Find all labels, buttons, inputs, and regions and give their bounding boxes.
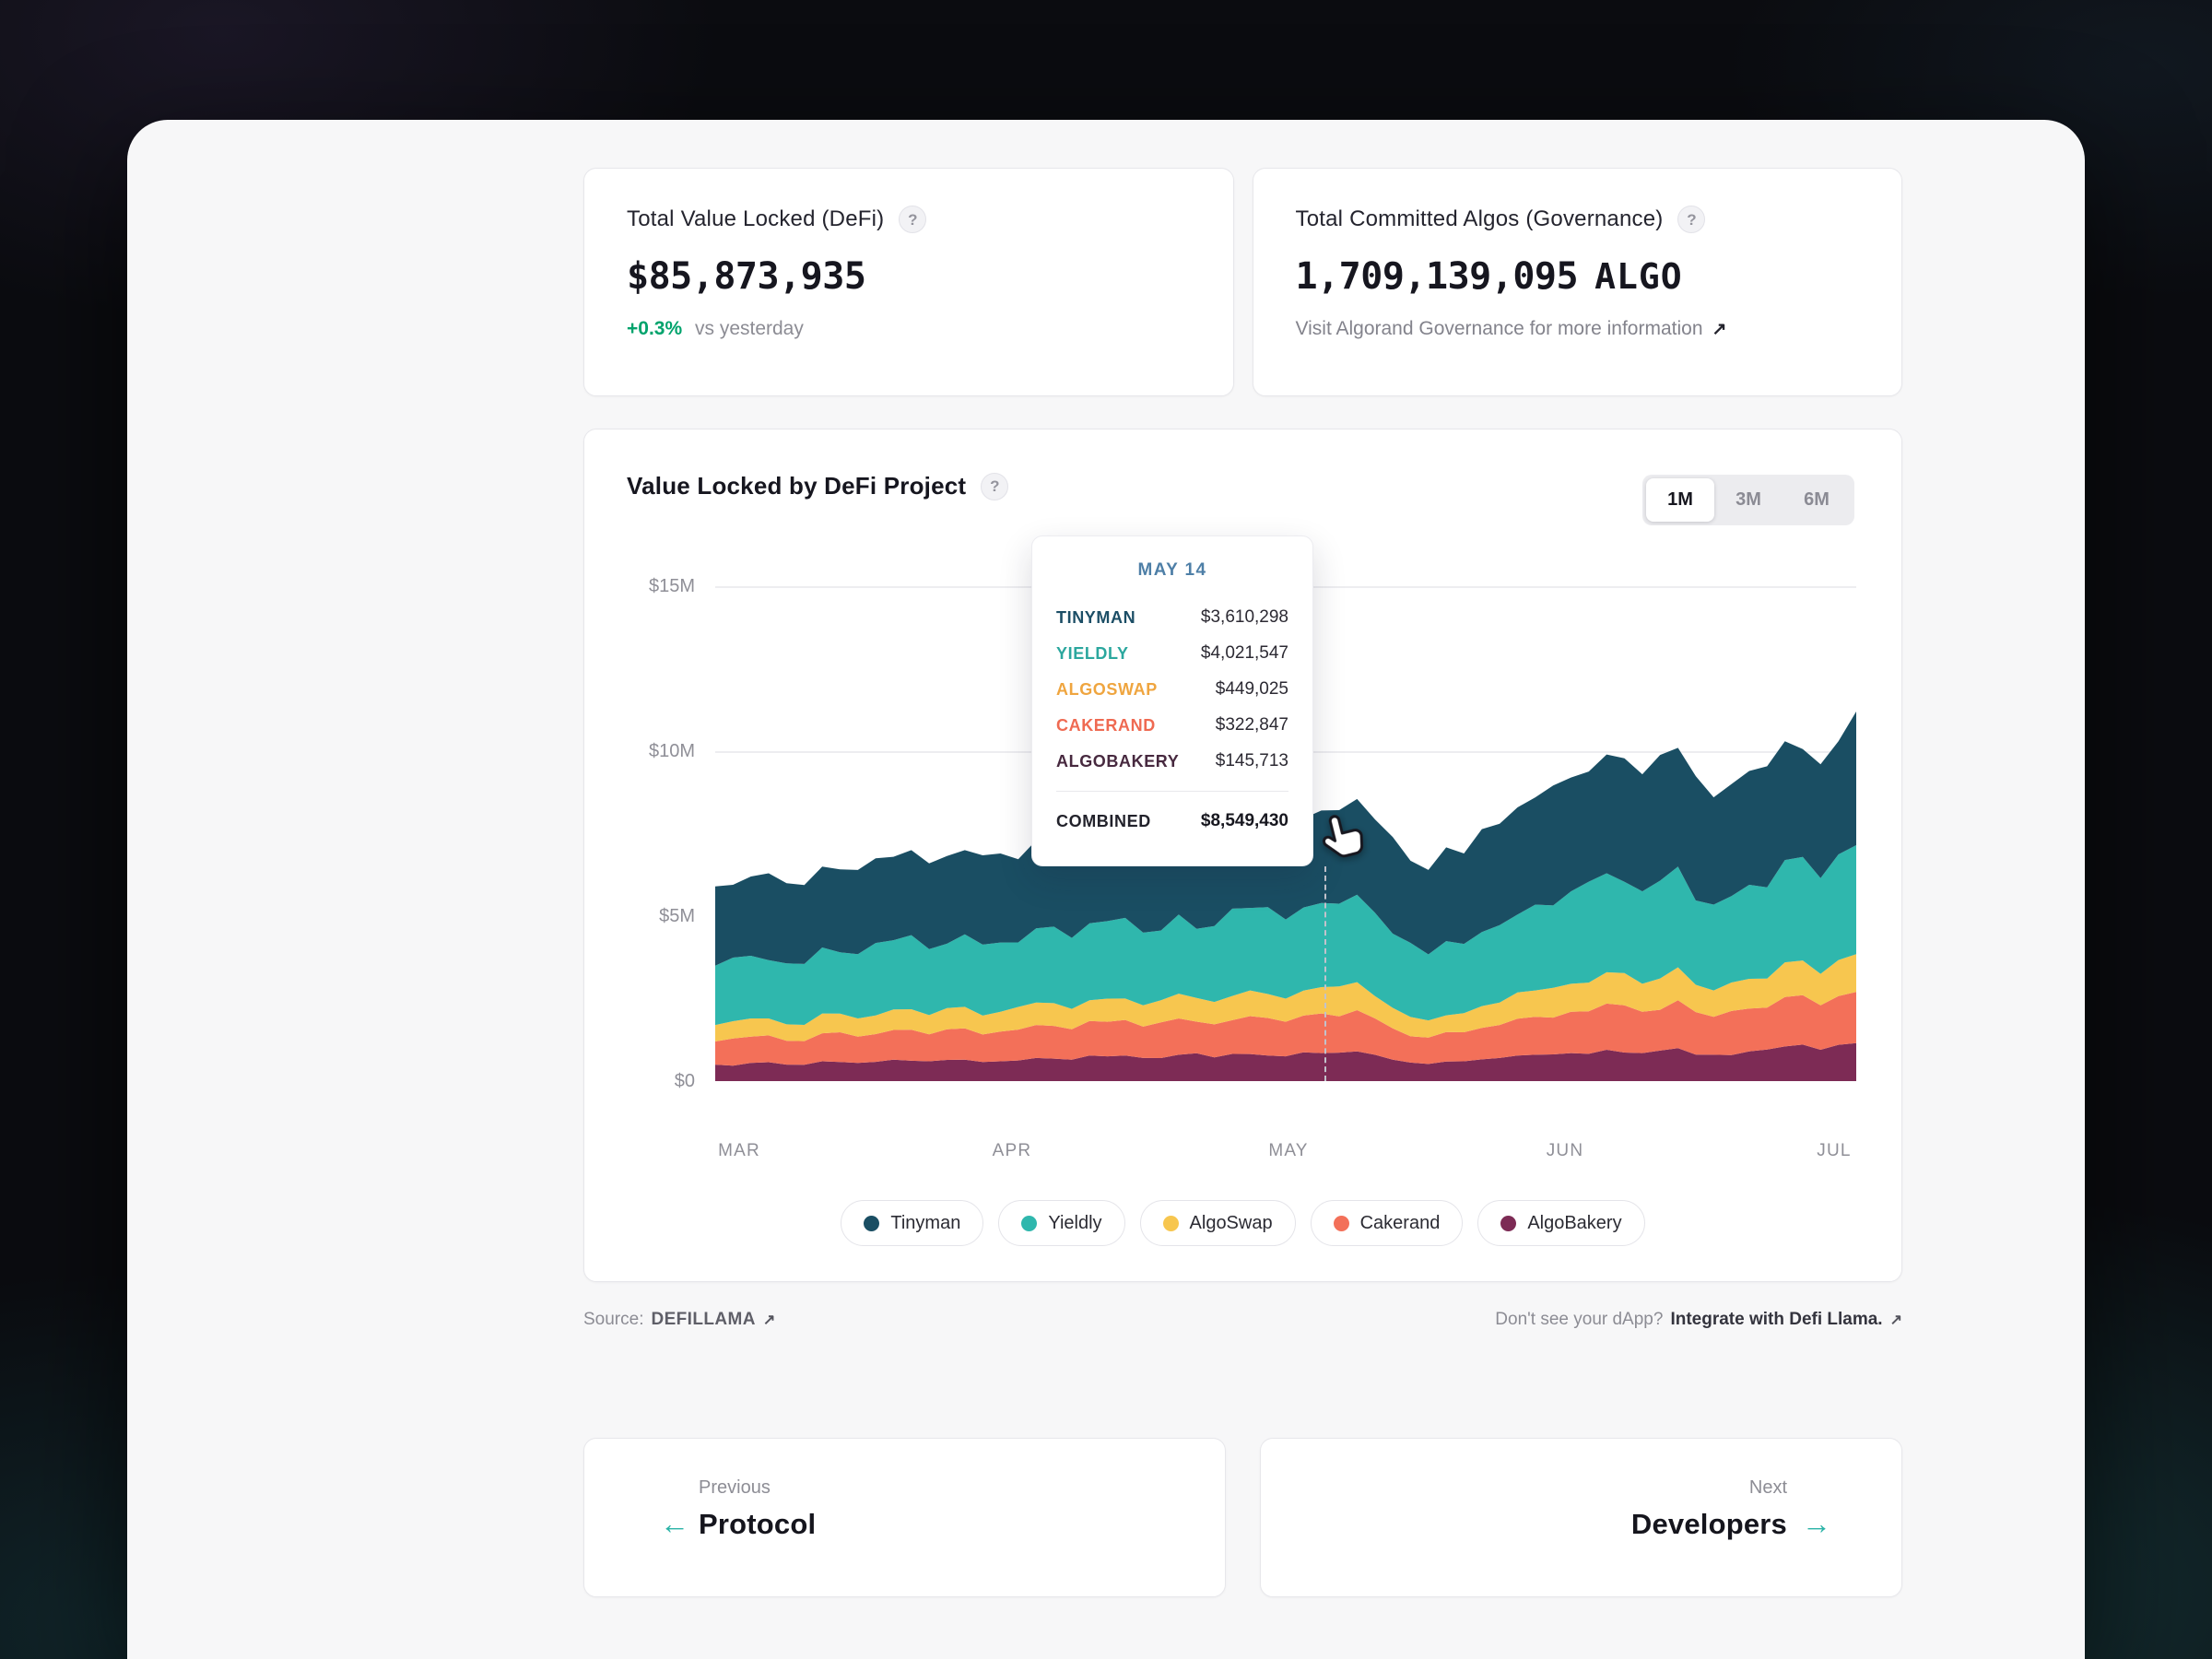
- hover-dashed-line: [1324, 866, 1326, 1081]
- cursor-pointer-icon: [1322, 815, 1364, 858]
- legend-label: AlgoSwap: [1189, 1212, 1273, 1233]
- stats-row: Total Value Locked (DeFi) ? $85,873,935 …: [583, 168, 1902, 396]
- chart-card: Value Locked by DeFi Project ? 1M 3M 6M …: [583, 429, 1902, 1282]
- left-arrow-icon: ←: [660, 1506, 689, 1540]
- tooltip-series-value: $322,847: [1215, 715, 1288, 735]
- source-label: Source:: [583, 1310, 644, 1329]
- tooltip-divider: [1056, 791, 1288, 792]
- source-row: Source: DEFILLAMA ↗ Don't see your dApp?…: [583, 1308, 1902, 1332]
- tooltip-rows: TINYMAN $3,610,298 YIELDLY $4,021,547 ALGOSW…: [1056, 606, 1288, 772]
- chart-title: Value Locked by DeFi Project: [627, 472, 967, 500]
- range-3m-button[interactable]: 3M: [1714, 478, 1783, 522]
- previous-page-title: Protocol: [699, 1508, 817, 1540]
- tooltip-series-value: $3,610,298: [1200, 607, 1288, 627]
- chart-tooltip: MAY 14 TINYMAN $3,610,298 YIELDLY $4,021,54…: [1031, 535, 1313, 866]
- x-axis-tick: JUL: [1817, 1141, 1852, 1160]
- y-axis-tick: $5M: [659, 906, 695, 926]
- next-page-title: Developers: [1630, 1508, 1787, 1540]
- tvl-title: Total Value Locked (DeFi): [627, 206, 885, 231]
- right-arrow-icon: →: [1802, 1506, 1831, 1540]
- x-axis: MAR APR MAY JUN JUL: [715, 1141, 1856, 1165]
- tvl-change-suffix: vs yesterday: [694, 318, 804, 339]
- area-yieldly[interactable]: [715, 845, 1856, 1026]
- tooltip-series-name: ALGOBAKERY: [1056, 752, 1180, 771]
- tooltip-series-value: $4,021,547: [1200, 643, 1288, 663]
- area-algobakery[interactable]: [715, 1042, 1856, 1081]
- range-6m-button[interactable]: 6M: [1783, 478, 1851, 522]
- tooltip-row: ALGOBAKERY $145,713: [1056, 750, 1288, 772]
- range-toggle: 1M 3M 6M: [1642, 475, 1854, 525]
- tooltip-series-name: YIELDLY: [1056, 644, 1129, 663]
- y-axis-tick: $15M: [648, 576, 695, 596]
- chart-header: Value Locked by DeFi Project ?: [627, 472, 1009, 500]
- x-axis-tick: MAY: [1268, 1141, 1309, 1160]
- tvl-value: $85,873,935: [627, 255, 866, 298]
- next-label: Next: [1748, 1477, 1787, 1498]
- external-link-arrow-icon[interactable]: ↗: [1712, 319, 1727, 339]
- tooltip-row: YIELDLY $4,021,547: [1056, 642, 1288, 665]
- legend-item-algoswap[interactable]: AlgoSwap: [1139, 1200, 1296, 1246]
- legend-label: Tinyman: [890, 1212, 961, 1233]
- source-link[interactable]: DEFILLAMA: [651, 1310, 756, 1329]
- y-axis-tick: $0: [674, 1071, 695, 1091]
- legend-item-cakerand[interactable]: Cakerand: [1310, 1200, 1464, 1246]
- range-1m-button[interactable]: 1M: [1646, 478, 1714, 522]
- tvl-change-badge: +0.3%: [627, 318, 683, 339]
- page-nav-row: Previous ← Protocol Next Developers →: [583, 1438, 1902, 1597]
- legend-label: AlgoBakery: [1527, 1212, 1622, 1233]
- tooltip-series-value: $449,025: [1215, 679, 1288, 699]
- external-link-arrow-icon[interactable]: ↗: [762, 1312, 776, 1328]
- previous-label: Previous: [699, 1477, 771, 1498]
- tooltip-row: ALGOSWAP $449,025: [1056, 678, 1288, 700]
- chart-legend: Tinyman Yieldly AlgoSwap Cakerand AlgoBakery: [584, 1200, 1901, 1246]
- legend-color-dot: [864, 1215, 880, 1231]
- tooltip-row: CAKERAND $322,847: [1056, 714, 1288, 736]
- help-icon[interactable]: ?: [899, 206, 927, 233]
- tooltip-series-name: ALGOSWAP: [1056, 680, 1158, 699]
- next-page-card[interactable]: Next Developers →: [1260, 1438, 1902, 1597]
- tooltip-series-name: TINYMAN: [1056, 608, 1136, 627]
- x-axis-tick: JUN: [1546, 1141, 1584, 1160]
- legend-color-dot: [1500, 1215, 1517, 1231]
- governance-unit: ALGO: [1594, 256, 1683, 297]
- governance-title: Total Committed Algos (Governance): [1295, 206, 1664, 231]
- tooltip-row: TINYMAN $3,610,298: [1056, 606, 1288, 629]
- legend-label: Yieldly: [1048, 1212, 1102, 1233]
- tooltip-combined-row: COMBINED $8,549,430: [1056, 810, 1288, 832]
- app-window: Total Value Locked (DeFi) ? $85,873,935 …: [127, 120, 2085, 1659]
- tooltip-series-value: $145,713: [1215, 751, 1288, 771]
- governance-link[interactable]: Visit Algorand Governance for more infor…: [1295, 318, 1703, 339]
- area-cakerand[interactable]: [715, 992, 1856, 1066]
- main-content: Total Value Locked (DeFi) ? $85,873,935 …: [583, 168, 1902, 1597]
- x-axis-tick: APR: [992, 1141, 1032, 1160]
- previous-page-card[interactable]: Previous ← Protocol: [583, 1438, 1226, 1597]
- governance-stat-card: Total Committed Algos (Governance) ? 1,7…: [1252, 168, 1902, 396]
- integrate-link[interactable]: Integrate with Defi Llama.: [1670, 1310, 1883, 1329]
- area-algoswap[interactable]: [715, 954, 1856, 1041]
- legend-item-yieldly[interactable]: Yieldly: [998, 1200, 1125, 1246]
- governance-value: 1,709,139,095: [1295, 255, 1579, 298]
- legend-item-tinyman[interactable]: Tinyman: [841, 1200, 984, 1246]
- legend-color-dot: [1333, 1215, 1349, 1231]
- tooltip-combined-label: COMBINED: [1056, 812, 1151, 830]
- help-icon[interactable]: ?: [1677, 206, 1706, 233]
- tooltip-combined-value: $8,549,430: [1200, 811, 1288, 830]
- legend-color-dot: [1021, 1215, 1038, 1231]
- help-icon[interactable]: ?: [981, 472, 1009, 500]
- y-axis-tick: $10M: [648, 741, 695, 761]
- x-axis-tick: MAR: [718, 1141, 760, 1160]
- external-link-arrow-icon[interactable]: ↗: [1889, 1312, 1902, 1328]
- tooltip-date: MAY 14: [1137, 560, 1207, 580]
- legend-color-dot: [1162, 1215, 1179, 1231]
- legend-item-algobakery[interactable]: AlgoBakery: [1477, 1200, 1645, 1246]
- tooltip-series-name: CAKERAND: [1056, 716, 1156, 735]
- tvl-stat-card: Total Value Locked (DeFi) ? $85,873,935 …: [583, 168, 1234, 396]
- legend-label: Cakerand: [1359, 1212, 1441, 1233]
- cta-prefix: Don't see your dApp?: [1495, 1310, 1664, 1329]
